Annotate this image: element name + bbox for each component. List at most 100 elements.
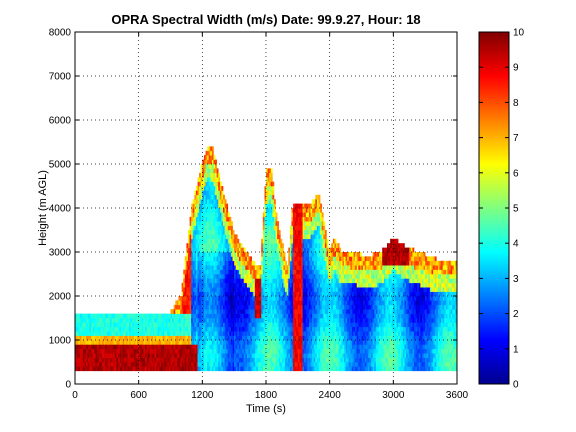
heatmap-cell (270, 322, 273, 328)
heatmap-cell (334, 318, 337, 323)
heatmap-cell (361, 260, 364, 266)
heatmap-cell (122, 344, 125, 350)
heatmap-cell (221, 322, 224, 328)
heatmap-cell (234, 274, 237, 279)
heatmap-cell (229, 322, 232, 328)
heatmap-cell (251, 282, 254, 288)
heatmap-cell (210, 216, 213, 222)
heatmap-cell (180, 344, 182, 350)
heatmap-cell (320, 230, 323, 235)
heatmap-cell (135, 348, 138, 354)
heatmap-cell (143, 366, 146, 372)
heatmap-cell (216, 208, 219, 213)
heatmap-cell (289, 353, 292, 358)
heatmap-cell (216, 199, 219, 204)
heatmap-cell (221, 362, 224, 367)
heatmap-cell (301, 234, 303, 240)
heatmap-cell (256, 269, 259, 275)
heatmap-cell (189, 234, 192, 240)
heatmap-cell (371, 344, 373, 350)
heatmap-cell (75, 362, 77, 367)
heatmap-cell (229, 313, 232, 319)
heatmap-cell (308, 287, 311, 292)
heatmap-cell (194, 313, 197, 319)
heatmap-cell (273, 362, 276, 367)
heatmap-cell (130, 313, 133, 319)
heatmap-cell (266, 181, 268, 187)
heatmap-cell (283, 252, 286, 257)
heatmap-cell (366, 300, 369, 306)
heatmap-cell (286, 348, 289, 354)
heatmap-cell (130, 344, 133, 350)
heatmap-cell (232, 238, 235, 244)
heatmap-cell (229, 348, 232, 354)
heatmap-cell (267, 274, 270, 279)
heatmap-cell (356, 309, 359, 314)
heatmap-cell (157, 335, 160, 341)
heatmap-cell (173, 366, 176, 372)
heatmap-cell (227, 238, 230, 244)
heatmap-cell (240, 366, 243, 372)
heatmap-cell (219, 203, 222, 209)
heatmap-cell (234, 322, 237, 328)
heatmap-cell (229, 256, 232, 262)
heatmap-cell (340, 278, 343, 284)
heatmap-cell (313, 287, 316, 292)
heatmap-cell (304, 256, 307, 262)
heatmap-cell (320, 340, 323, 345)
heatmap-cell (246, 291, 249, 297)
heatmap-cell (296, 234, 299, 240)
heatmap-cell (213, 221, 216, 226)
heatmap-cell (278, 348, 281, 354)
heatmap-cell (356, 366, 359, 372)
heatmap-cell (135, 340, 138, 345)
heatmap-cell (224, 296, 227, 301)
heatmap-cell (313, 362, 316, 367)
heatmap-cell (320, 234, 323, 240)
heatmap-cell (216, 366, 219, 372)
heatmap-cell (208, 344, 211, 350)
heatmap-cell (211, 260, 214, 266)
heatmap-cell (229, 265, 232, 270)
heatmap-cell (227, 247, 230, 253)
heatmap-cell (191, 238, 194, 244)
heatmap-cell (137, 348, 139, 354)
heatmap-cell (189, 300, 192, 306)
heatmap-cell (227, 212, 230, 218)
heatmap-cell (132, 353, 135, 358)
heatmap-cell (205, 287, 208, 292)
heatmap-cell (329, 322, 332, 328)
heatmap-cell (234, 304, 237, 310)
heatmap-cell (339, 269, 342, 275)
heatmap-cell (371, 322, 373, 328)
heatmap-cell (310, 260, 313, 266)
heatmap-cell (210, 362, 213, 367)
heatmap-cell (258, 344, 260, 350)
heatmap-cell (194, 274, 197, 279)
heatmap-cell (164, 362, 167, 367)
heatmap-cell (339, 296, 342, 301)
heatmap-cell (267, 234, 270, 240)
heatmap-cell (121, 322, 124, 328)
heatmap-cell (348, 304, 351, 310)
heatmap-cell (350, 344, 353, 350)
heatmap-cell (106, 340, 109, 345)
heatmap-cell (337, 335, 340, 341)
heatmap-cell (293, 230, 295, 235)
heatmap-cell (356, 300, 359, 306)
heatmap-cell (324, 309, 327, 314)
heatmap-cell (320, 335, 323, 341)
heatmap-cell (189, 278, 192, 284)
heatmap-cell (92, 335, 95, 341)
heatmap-cell (125, 335, 128, 341)
heatmap-cell (243, 260, 246, 266)
heatmap-cell (203, 216, 206, 222)
heatmap-cell (275, 278, 278, 284)
heatmap-cell (294, 322, 297, 328)
heatmap-cell (119, 353, 122, 358)
heatmap-cell (334, 243, 337, 248)
heatmap-cell (267, 362, 270, 367)
heatmap-cell (138, 366, 141, 372)
heatmap-cell (275, 322, 278, 328)
heatmap-cell (132, 322, 135, 328)
